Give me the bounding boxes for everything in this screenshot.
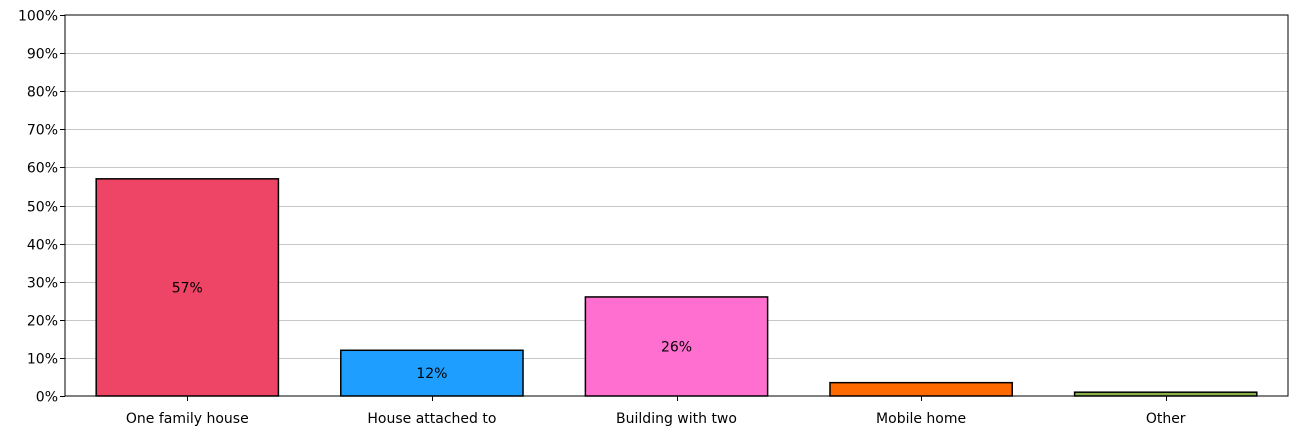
y-tick-label: 60% xyxy=(27,161,58,177)
data-label: 57% xyxy=(172,280,203,296)
y-tick-label: 80% xyxy=(27,85,58,101)
plot-frame xyxy=(64,14,1289,397)
y-tick-label: 10% xyxy=(27,352,58,368)
y-tick-label: 40% xyxy=(27,238,58,254)
y-tick-label: 50% xyxy=(27,200,58,216)
y-tick-label: 20% xyxy=(27,314,58,330)
bars xyxy=(95,178,1258,397)
bar-mobile-home xyxy=(829,381,1013,397)
x-category-label: Building with two xyxy=(616,411,737,427)
bar-other xyxy=(1073,391,1258,397)
data-labels: 57% 12% 26% xyxy=(172,280,692,382)
x-category-label: House attached to xyxy=(367,411,496,427)
y-tick-label: 0% xyxy=(36,390,58,406)
x-category-label: Other xyxy=(1146,411,1186,427)
bar-one-family-house xyxy=(95,178,280,397)
x-category-label: Mobile home xyxy=(876,411,966,427)
y-axis-ticks: 0% 10% 20% 30% 40% 50% 60% 70% 80% 90% 100% xyxy=(18,9,65,406)
data-label: 26% xyxy=(661,339,692,355)
x-axis-categories: One family house House attached to Buildin… xyxy=(126,396,1186,427)
x-category-label: One family house xyxy=(126,411,249,427)
y-tick-label: 90% xyxy=(27,47,58,63)
y-tick-label: 70% xyxy=(27,123,58,139)
y-tick-label: 30% xyxy=(27,276,58,292)
y-tick-label: 100% xyxy=(18,9,58,25)
data-label: 12% xyxy=(416,366,447,382)
